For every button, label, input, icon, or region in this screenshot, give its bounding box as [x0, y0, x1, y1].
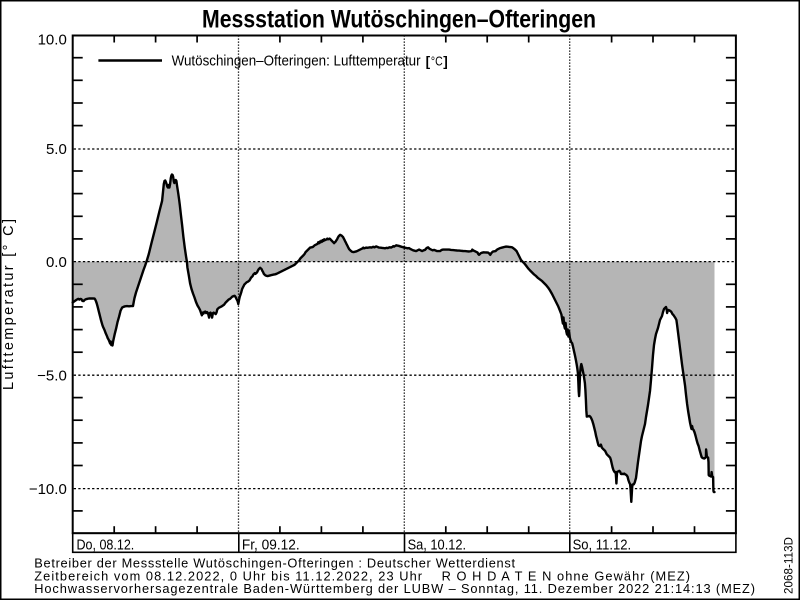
svg-text:Fr, 09.12.: Fr, 09.12.	[242, 538, 300, 554]
svg-text:Sa, 10.12.: Sa, 10.12.	[408, 538, 467, 554]
svg-text:10.0: 10.0	[38, 31, 67, 48]
svg-text:[: [	[426, 54, 431, 69]
svg-text:Hochwasservorhersagezentrale B: Hochwasservorhersagezentrale Baden-Württ…	[34, 581, 755, 596]
svg-text:−10.0: −10.0	[29, 481, 67, 498]
svg-text:Messstation Wutöschingen–Ofter: Messstation Wutöschingen–Ofteringen	[202, 5, 596, 33]
svg-text:Lufttemperatur [° C]: Lufttemperatur [° C]	[1, 219, 17, 390]
svg-text:Zeitbereich vom 08.12.2022, 0: Zeitbereich vom 08.12.2022, 0 Uhr bis 11…	[34, 568, 690, 583]
svg-text:0.0: 0.0	[46, 254, 67, 271]
svg-text:−5.0: −5.0	[37, 367, 67, 384]
svg-text:Do, 08.12.: Do, 08.12.	[77, 538, 135, 554]
svg-text:Wutöschingen–Ofteringen: Luftt: Wutöschingen–Ofteringen: Lufttemperatur	[172, 53, 421, 70]
svg-text:Betreiber der Messstelle Wutös: Betreiber der Messstelle Wutöschingen-Of…	[34, 556, 515, 571]
svg-text:5.0: 5.0	[46, 141, 67, 158]
svg-text:°C: °C	[431, 55, 443, 69]
svg-text:So, 11.12.: So, 11.12.	[573, 538, 632, 554]
svg-text:]: ]	[443, 54, 448, 69]
svg-text:2068-113D: 2068-113D	[784, 537, 796, 594]
